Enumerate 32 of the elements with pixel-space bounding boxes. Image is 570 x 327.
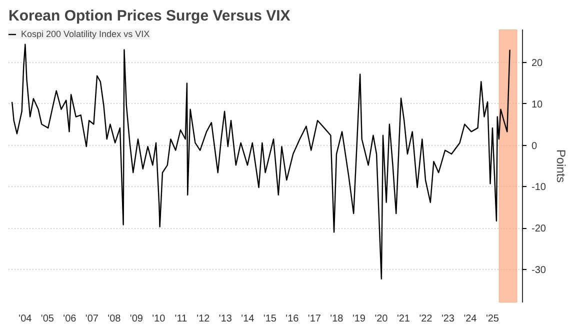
x-tick-label: '05 [40,314,54,324]
x-tick-label: '15 [263,314,277,324]
x-tick-label: '22 [419,314,433,324]
y-tick-label: -20 [532,224,546,235]
chart-title: Korean Option Prices Surge Versus VIX [8,8,290,24]
x-tick-label: '14 [241,314,255,324]
x-tick-label: '24 [464,314,478,324]
y-axis-title: Points [554,149,568,183]
legend-label: Kospi 200 Volatility Index vs VIX [21,29,150,39]
x-tick-label: '25 [486,314,500,324]
x-tick-label: '08 [108,314,122,324]
y-tick-label: -10 [532,182,546,194]
y-tick-label: 0 [532,140,538,152]
y-tick-label: 10 [532,99,544,110]
y-tick-label: 20 [532,58,544,70]
x-tick-label: '18 [330,314,344,324]
x-tick-label: '19 [352,314,366,324]
x-tick-label: '09 [130,314,144,324]
x-tick-label: '10 [152,314,166,324]
x-tick-label: '04 [18,314,32,324]
x-tick-label: '23 [441,314,455,324]
x-tick-label: '21 [396,314,410,324]
x-tick-label: '13 [218,314,232,324]
x-tick-label: '11 [174,314,188,324]
x-tick-label: '20 [374,314,388,324]
y-tick-label: -30 [532,264,546,276]
line-series [11,44,510,280]
x-tick-label: '12 [196,314,210,324]
x-tick-label: '17 [308,314,322,324]
x-tick-label: '07 [85,314,99,324]
x-tick-label: '16 [286,314,300,324]
x-tick-label: '06 [63,314,77,324]
